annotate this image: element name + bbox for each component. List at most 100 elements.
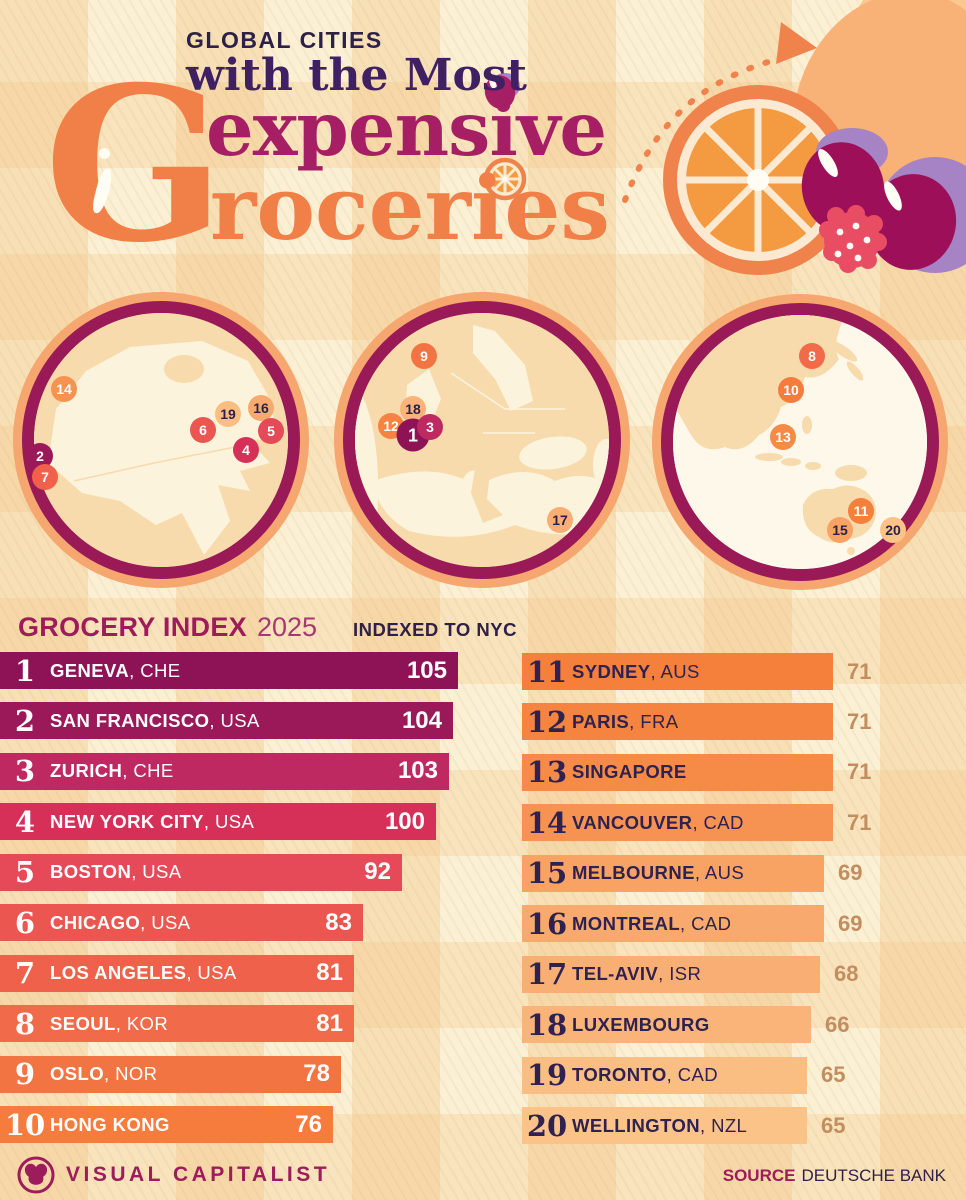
index-value: 65 — [821, 1112, 846, 1138]
index-value: 66 — [825, 1011, 850, 1037]
city-label: MONTREAL, CAD — [572, 912, 732, 934]
map-marker-11: 11 — [848, 498, 874, 524]
index-value: 71 — [847, 759, 872, 785]
country-code: , NOR — [104, 1063, 158, 1085]
rank-number: 20 — [526, 1108, 568, 1143]
map-europe — [343, 301, 621, 579]
city-label: SINGAPORE — [572, 761, 687, 783]
rank-number: 11 — [526, 654, 568, 689]
city-label: VANCOUVER, CAD — [572, 811, 744, 833]
rank-number: 18 — [526, 1007, 568, 1042]
visual-capitalist-logo — [17, 1156, 55, 1194]
rank-row-7: 7 LOS ANGELES, USA 81 — [0, 954, 354, 992]
map-marker-16: 16 — [248, 395, 274, 421]
rank-bar: 18 LUXEMBOURG — [522, 1006, 811, 1044]
map-marker-4: 4 — [233, 437, 259, 463]
rank-row-20: 20 WELLINGTON, NZL 65 — [522, 1107, 846, 1145]
index-value: 68 — [834, 961, 859, 987]
rank-row-17: 17 TEL-AVIV, ISR 68 — [522, 955, 859, 993]
title-word-groceries: roceries — [210, 156, 610, 260]
rank-bar: 7 LOS ANGELES, USA 81 — [0, 954, 354, 992]
index-value: 81 — [316, 1009, 343, 1037]
city-label: SEOUL, KOR — [50, 1012, 169, 1034]
map-marker-13: 13 — [770, 424, 796, 450]
city-label: TEL-AVIV, ISR — [572, 963, 702, 985]
plum-icon-2 — [867, 174, 957, 270]
city-label: SAN FRANCISCO, USA — [50, 709, 260, 731]
rank-row-2: 2 SAN FRANCISCO, USA 104 — [0, 702, 453, 740]
map-marker-20: 20 — [880, 517, 906, 543]
big-g-letter: G — [44, 40, 226, 289]
rank-row-9: 9 OSLO, NOR 78 — [0, 1055, 341, 1093]
map-marker-14: 14 — [51, 376, 77, 402]
rank-bar: 15 MELBOURNE, AUS — [522, 854, 824, 892]
country-code: , USA — [186, 962, 237, 984]
rank-number: 8 — [14, 1006, 36, 1041]
g-shine-dot — [99, 148, 110, 159]
rank-row-3: 3 ZURICH, CHE 103 — [0, 752, 449, 790]
city-label: NEW YORK CITY, USA — [50, 810, 255, 832]
index-value: 69 — [838, 910, 863, 936]
index-value: 81 — [316, 959, 343, 987]
rank-row-19: 19 TORONTO, CAD 65 — [522, 1056, 846, 1094]
country-code: , AUS — [650, 660, 700, 682]
index-value: 78 — [303, 1060, 330, 1088]
rank-bar: 5 BOSTON, USA 92 — [0, 853, 402, 891]
country-code: , AUS — [694, 862, 745, 884]
country-code: , FRA — [629, 710, 679, 732]
index-value: 105 — [406, 656, 447, 684]
rank-number: 2 — [14, 703, 36, 738]
map-marker-3: 3 — [417, 414, 443, 440]
rank-number: 17 — [526, 957, 568, 992]
rank-number: 14 — [526, 805, 568, 840]
rank-bar: 6 CHICAGO, USA 83 — [0, 904, 363, 942]
rank-row-16: 16 MONTREAL, CAD 69 — [522, 905, 863, 943]
city-label: LOS ANGELES, USA — [50, 962, 237, 984]
rank-bar: 10 HONG KONG 76 — [0, 1106, 333, 1144]
city-label: TORONTO, CAD — [572, 1064, 718, 1086]
indexed-to-nyc-note: INDEXED TO NYC — [353, 619, 517, 640]
index-value: 100 — [384, 807, 425, 835]
mini-orange-slice-icon — [483, 157, 527, 201]
city-label: BOSTON, USA — [50, 861, 182, 883]
rank-bar: 3 ZURICH, CHE 103 — [0, 752, 449, 790]
rank-number: 3 — [14, 754, 36, 789]
rank-number: 6 — [14, 905, 36, 940]
country-code: , ISR — [658, 963, 702, 985]
rank-row-1: 1 GENEVA, CHE 105 — [0, 652, 458, 689]
city-label: MELBOURNE, AUS — [572, 862, 745, 884]
rank-number: 5 — [14, 855, 36, 890]
rank-row-13: 13 SINGAPORE 71 — [522, 753, 872, 791]
orange-slice-icon — [663, 85, 853, 275]
map-marker-6: 6 — [190, 417, 216, 443]
rank-bar: 12 PARIS, FRA — [522, 703, 833, 741]
city-label: WELLINGTON, NZL — [572, 1114, 748, 1136]
rank-number: 10 — [4, 1107, 46, 1142]
rank-bar: 14 VANCOUVER, CAD — [522, 804, 833, 842]
country-code: , CHE — [122, 760, 174, 782]
rank-row-5: 5 BOSTON, USA 92 — [0, 853, 402, 891]
north-america-landmass — [48, 341, 278, 555]
rank-bar: 8 SEOUL, KOR 81 — [0, 1005, 354, 1043]
fruit-illustration — [622, 0, 966, 275]
index-value: 71 — [847, 658, 872, 684]
index-value: 83 — [325, 908, 352, 936]
index-value: 65 — [821, 1062, 846, 1088]
rank-row-12: 12 PARIS, FRA 71 — [522, 703, 871, 741]
index-value: 69 — [838, 860, 863, 886]
index-header: GROCERY INDEX 2025 INDEXED TO NYC — [18, 612, 517, 643]
index-value: 71 — [847, 809, 872, 835]
rank-row-6: 6 CHICAGO, USA 83 — [0, 904, 363, 942]
country-code: , CHE — [129, 659, 181, 681]
ranking-column-right: 11 SYDNEY, AUS 71 12 PARIS, FRA 71 13 SINGAPORE… — [522, 653, 966, 1153]
rank-bar: 20 WELLINGTON, NZL — [522, 1107, 807, 1145]
country-code: , KOR — [115, 1012, 169, 1034]
rank-bar: 1 GENEVA, CHE 105 — [0, 652, 458, 689]
rank-number: 12 — [526, 704, 568, 739]
ranking-column-left: 1 GENEVA, CHE 105 2 SAN FRANCISCO, USA 104 3 ZU… — [0, 652, 520, 1152]
rank-number: 1 — [14, 653, 36, 688]
country-code: , NZL — [700, 1114, 748, 1136]
kicker-global-cities: GLOBAL CITIES — [186, 27, 383, 53]
rank-row-15: 15 MELBOURNE, AUS 69 — [522, 854, 863, 892]
